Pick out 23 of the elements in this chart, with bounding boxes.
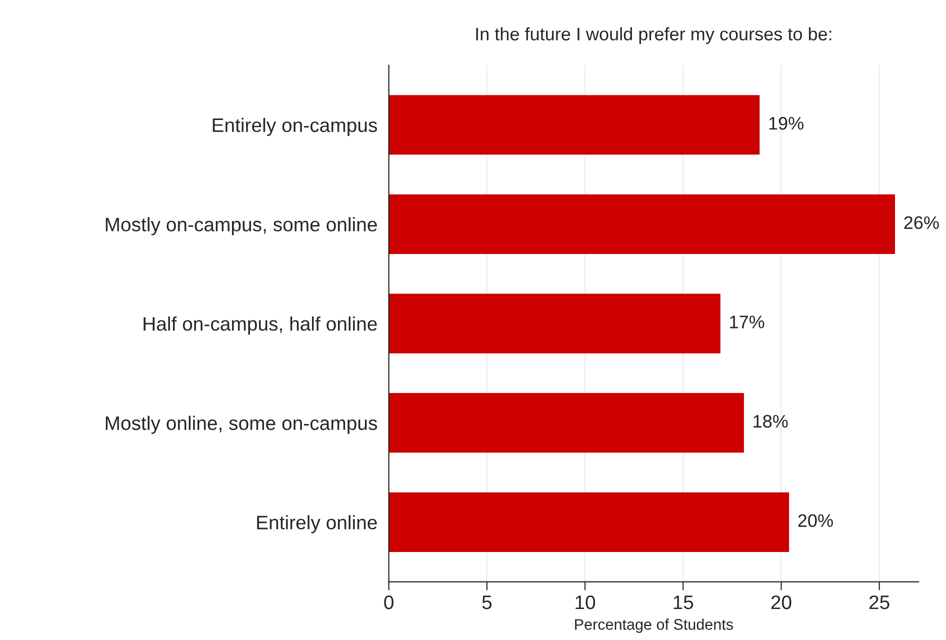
y-tick-label: Entirely on-campus xyxy=(212,118,378,136)
y-tick-label: Entirely online xyxy=(257,515,377,534)
data-label: 17% xyxy=(730,316,764,328)
bar xyxy=(388,194,896,254)
data-label: 20% xyxy=(798,514,833,528)
bar xyxy=(388,492,790,552)
x-tick-label: 0 xyxy=(384,595,394,610)
x-tick-label: 25 xyxy=(869,595,890,610)
x-axis-title: Percentage of Students xyxy=(575,618,733,633)
bar xyxy=(388,294,720,354)
data-label: 19% xyxy=(769,116,804,130)
data-label: 26% xyxy=(904,216,939,230)
chart-title: In the future I would prefer my courses to be: xyxy=(476,27,832,44)
x-tick-label: 15 xyxy=(674,596,694,610)
bar xyxy=(388,95,760,155)
x-tick-label: 10 xyxy=(576,595,596,610)
data-label: 18% xyxy=(754,414,788,428)
y-tick-label: Mostly on-campus, some online xyxy=(106,217,377,236)
y-tick-label: Mostly online, some on-campus xyxy=(106,416,378,434)
x-tick-label: 20 xyxy=(771,595,792,610)
y-tick-label: Half on-campus, half online xyxy=(144,316,377,335)
bar xyxy=(388,393,744,453)
x-tick-label: 5 xyxy=(482,596,492,610)
